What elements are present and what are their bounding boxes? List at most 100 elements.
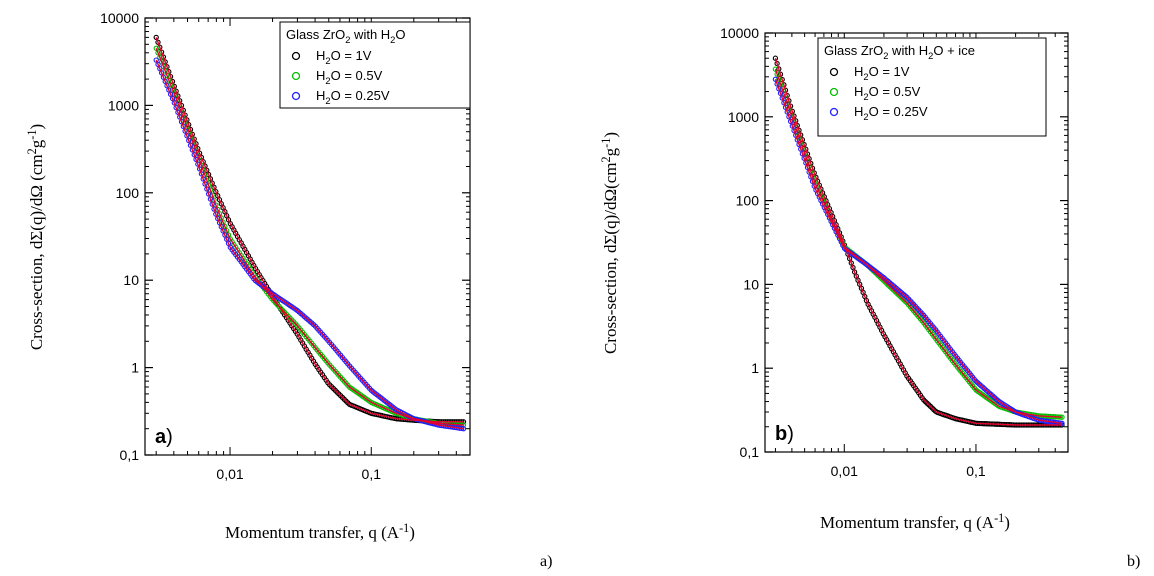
x-tick-label: 0,01 (831, 463, 858, 479)
data-point-3 (209, 201, 215, 207)
data-point-3 (776, 86, 782, 92)
legend-marker (829, 67, 839, 77)
data-point-3 (153, 57, 159, 63)
data-point-3 (772, 76, 779, 82)
data-point-3 (157, 65, 163, 72)
y-tick-label: 10 (743, 276, 759, 292)
legend-title: Glass ZrO2 with H2O (286, 27, 406, 45)
chart-panel-a: 0,1 1 10 100 1000 10000 0,01 0,1 Glass ZrO2 with… (25, 10, 552, 570)
fit-curve-2 (774, 68, 1063, 418)
legend-marker (829, 107, 839, 117)
data-point-3 (774, 81, 780, 87)
y-axis-label: Cross-section, dΣ(q)/dΩ(cm2g-1) (599, 132, 620, 354)
data-point-1 (211, 184, 217, 190)
data-point-3 (200, 176, 206, 182)
data-point-3 (184, 133, 190, 139)
legend-marker (291, 71, 301, 81)
data-point-3 (169, 95, 176, 102)
data-point-3 (162, 78, 168, 85)
data-point-3 (211, 206, 217, 212)
fit-curve-1 (774, 57, 1062, 426)
legend-entry: H2O = 1V (854, 64, 910, 82)
x-axis-label: Momentum transfer, q (A-1) (820, 511, 1010, 532)
legend: Glass ZrO2 with H2O H2O = 1V H2O = 0.5V H2O… (279, 21, 471, 109)
data-point-2 (158, 59, 165, 65)
y-tick-label: 1000 (728, 109, 759, 125)
legend-entry: H2O = 1V (316, 48, 372, 66)
data-point-3 (218, 224, 224, 230)
figure-caption: a) (540, 553, 552, 570)
panel-label: a) (155, 426, 173, 448)
data-point-3 (191, 152, 197, 158)
legend: Glass ZrO2 with H2O + ice H2O = 1V H2O = 0… (817, 37, 1047, 137)
y-tick-label: 1 (751, 360, 759, 376)
legend-box (817, 37, 1047, 137)
data-point-3 (164, 83, 170, 89)
x-tick-label: 0,01 (216, 466, 243, 482)
plot-frame (764, 32, 1069, 453)
x-tick-label: 0,1 (966, 463, 986, 479)
data-point-2 (155, 50, 161, 56)
legend-entry: H2O = 0.25V (854, 104, 928, 122)
y-tick-label: 10000 (720, 25, 759, 41)
data-point-3 (177, 114, 183, 120)
data-point-1 (164, 64, 170, 70)
data-point-1 (846, 255, 853, 262)
y-axis-label: Cross-section, dΣ(q)/dΩ (cm2g-1) (25, 124, 46, 350)
data-point-3 (222, 232, 228, 238)
fit-curve-2 (155, 48, 464, 426)
y-tick-label: 0,1 (120, 447, 140, 463)
data-point-3 (195, 161, 201, 167)
data-point-1 (160, 54, 167, 60)
data-point-2 (157, 54, 163, 61)
data-point-3 (158, 70, 165, 76)
y-tick-label: 10000 (100, 10, 139, 26)
data-point-3 (160, 74, 167, 80)
fit-curve-1 (155, 37, 464, 423)
fit-curve-3 (155, 59, 464, 430)
plot-area (153, 34, 467, 432)
data-point-3 (186, 137, 192, 144)
data-point-3 (215, 215, 221, 222)
panel-label-text: b) (775, 423, 794, 445)
data-point-3 (193, 156, 199, 163)
data-point-3 (178, 119, 185, 125)
data-point-3 (189, 147, 195, 153)
data-point-3 (155, 61, 161, 68)
data-point-3 (213, 211, 219, 217)
data-point-2 (220, 219, 226, 225)
data-point-1 (153, 34, 159, 41)
legend-entry: H2O = 0.5V (854, 84, 921, 102)
figure-caption: b) (1127, 553, 1140, 570)
legend-box (279, 21, 471, 109)
data-point-3 (182, 128, 188, 134)
legend-marker (829, 87, 839, 97)
legend-title: Glass ZrO2 with H2O + ice (824, 43, 975, 61)
data-point-2 (224, 227, 230, 234)
data-point-3 (166, 87, 172, 93)
legend-marker (291, 51, 301, 61)
chart-panel-b: 0,1 1 10 100 1000 10000 0,01 0,1 Glass ZrO2 with… (599, 25, 1140, 570)
data-point-2 (153, 45, 159, 51)
data-point-1 (204, 167, 210, 173)
data-point-1 (213, 188, 219, 195)
legend-marker (291, 91, 301, 101)
data-point-3 (220, 228, 226, 234)
y-tick-label: 0,1 (740, 444, 760, 460)
legend-entry: H2O = 0.5V (316, 68, 383, 86)
legend-entry: H2O = 0.25V (316, 88, 390, 106)
data-point-3 (167, 91, 174, 97)
data-point-3 (187, 142, 194, 148)
data-point-2 (222, 223, 228, 230)
data-point-3 (180, 123, 186, 130)
x-axis-label: Momentum transfer, q (A-1) (225, 521, 415, 542)
fit-curve-3 (774, 79, 1063, 424)
y-tick-label: 100 (736, 193, 760, 209)
x-tick-label: 0,1 (362, 466, 382, 482)
data-point-1 (155, 39, 161, 45)
y-tick-label: 1000 (108, 97, 139, 113)
panel-label: b) (775, 423, 794, 445)
plot-frame (144, 17, 471, 456)
y-tick-label: 1 (131, 360, 139, 376)
